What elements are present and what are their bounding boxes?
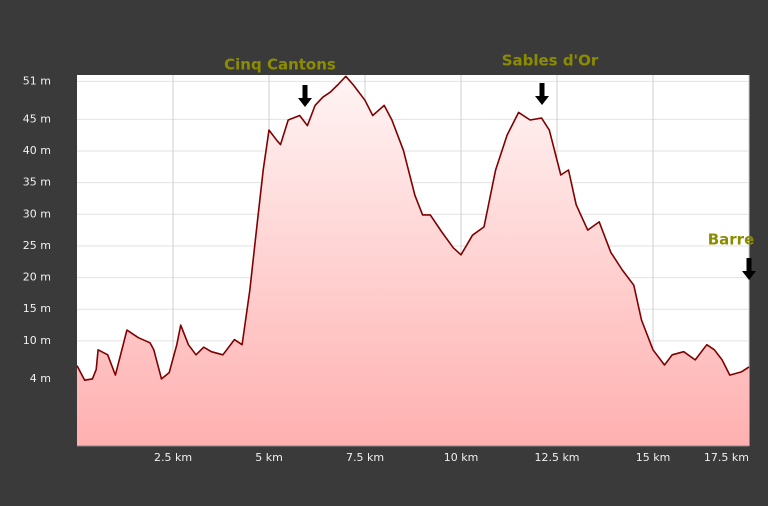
elevation-line [76, 75, 750, 381]
arrow-shaft [539, 83, 545, 97]
y-tick-label: 40 m [23, 144, 51, 157]
x-tick-label: 12.5 km [534, 451, 579, 464]
y-tick-label: 35 m [23, 176, 51, 189]
arrow-head [298, 98, 312, 107]
annotation: Sables d'Or [502, 52, 599, 70]
arrow-head [535, 96, 549, 105]
y-tick-label: 30 m [23, 207, 51, 220]
y-tick-label: 45 m [23, 112, 51, 125]
y-tick-label: 10 m [23, 334, 51, 347]
x-tick-label: 7.5 km [346, 451, 384, 464]
x-tick-label: 10 km [444, 451, 479, 464]
arrow-head [742, 271, 756, 280]
y-tick-label: 15 m [23, 302, 51, 315]
y-tick-label: 51 m [23, 74, 51, 87]
annotation: Barre [708, 231, 755, 249]
arrow-shaft [302, 85, 308, 99]
arrow-shaft [746, 258, 752, 272]
y-tick-label: 4 m [30, 372, 51, 385]
x-tick-label: 17.5 km [704, 451, 749, 464]
x-tick-label: 2.5 km [154, 451, 192, 464]
y-tick-label: 25 m [23, 239, 51, 252]
y-tick-label: 20 m [23, 271, 51, 284]
x-tick-label: 15 km [636, 451, 671, 464]
area-fill [77, 76, 749, 447]
x-tick-label: 5 km [255, 451, 283, 464]
annotation: Cinq Cantons [224, 56, 336, 74]
